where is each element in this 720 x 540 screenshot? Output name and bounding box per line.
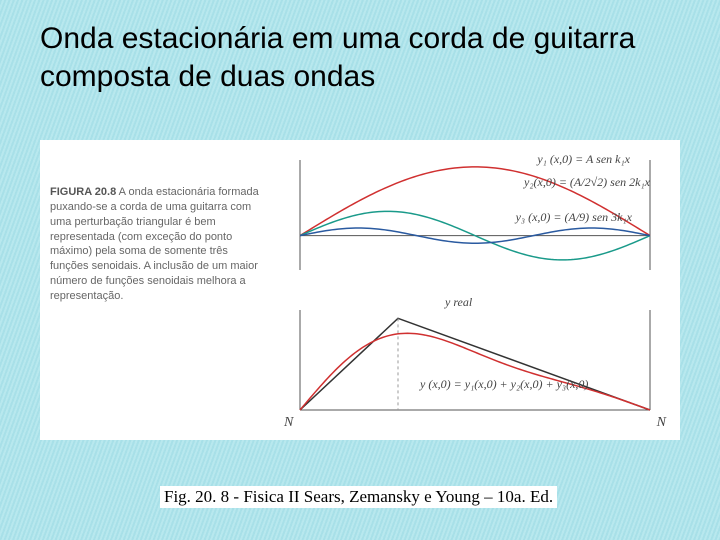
y-real-label: y real	[445, 295, 472, 310]
eq-y2: y₂(x,0) = (A/2√2) sen 2k₁x	[524, 175, 650, 190]
eq-y1: y₁ (x,0) = A sen k₁x	[537, 152, 630, 167]
eq-sum: y (x,0) = y₁(x,0) + y₂(x,0) + y₃(x,0)	[420, 377, 588, 392]
slide-title: Onda estacionária em uma corda de guitar…	[40, 20, 680, 95]
citation: Fig. 20. 8 - Fisica II Sears, Zemansky e…	[160, 486, 557, 508]
figure-caption: FIGURA 20.8 A onda estacionária formada …	[50, 185, 260, 304]
figure-area: FIGURA 20.8 A onda estacionária formada …	[40, 140, 680, 440]
n-label-right: N	[657, 415, 666, 431]
n-label-left: N	[284, 415, 293, 431]
eq-y3: y₃ (x,0) = (A/9) sen 3k₁x	[516, 210, 632, 225]
figure-caption-text: A onda estacionária formada puxando-se a…	[50, 186, 259, 302]
figure-label: FIGURA 20.8	[50, 186, 116, 198]
bottom-chart: y real y (x,0) = y₁(x,0) + y₂(x,0) + y₃(…	[290, 295, 660, 425]
top-chart: y₁ (x,0) = A sen k₁x y₂(x,0) = (A/2√2) s…	[290, 150, 660, 280]
bottom-chart-svg	[290, 295, 660, 425]
